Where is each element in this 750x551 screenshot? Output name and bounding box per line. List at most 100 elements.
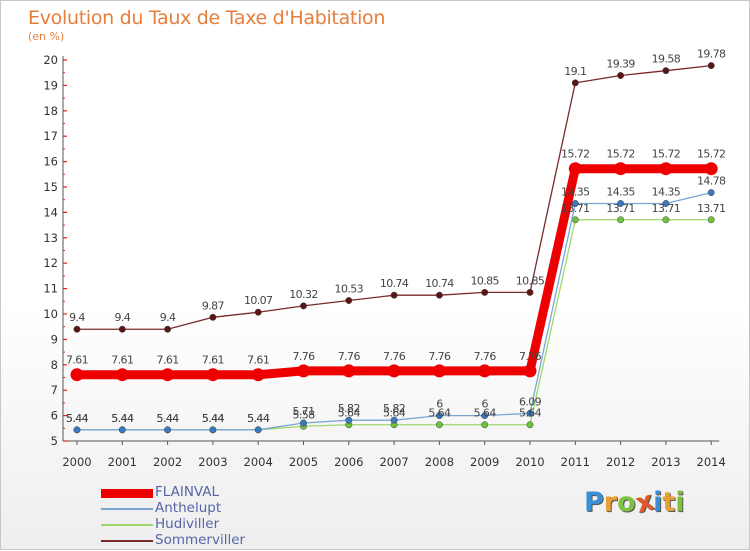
data-point-sommerviller	[390, 291, 398, 299]
data-point-anthelupt	[164, 426, 172, 434]
data-label-sommerviller: 19.39	[606, 57, 635, 70]
x-tick-label: 2002	[153, 455, 182, 469]
data-label-flainval: 7.76	[519, 350, 542, 363]
data-label-sommerviller: 19.1	[564, 65, 586, 78]
data-label-sommerviller: 9.4	[114, 311, 130, 324]
data-point-sommerviller	[481, 288, 489, 296]
legend-item-hudiviller: Hudiviller	[101, 516, 301, 533]
data-label-flainval: 7.61	[157, 354, 179, 367]
legend-swatch	[101, 524, 153, 526]
data-label-anthelupt: 5.44	[247, 412, 270, 425]
legend-label: Sommerviller	[155, 532, 246, 548]
data-label-flainval: 7.61	[111, 354, 133, 367]
data-point-anthelupt	[617, 200, 625, 207]
legend-item-flainval: FLAINVAL	[101, 484, 301, 501]
x-tick-label: 2008	[425, 455, 454, 469]
y-tick-label: 10	[43, 307, 58, 321]
legend-item-anthelupt: Anthelupt	[101, 500, 301, 517]
legend-item-sommerviller: Sommerviller	[101, 532, 301, 549]
chart-title: Evolution du Taux de Taxe d'Habitation	[28, 7, 386, 29]
data-label-hudiviller: 5.64	[519, 407, 542, 420]
data-label-flainval: 7.61	[202, 354, 224, 367]
data-label-anthelupt: 5.82	[383, 402, 405, 415]
data-point-anthelupt	[73, 426, 81, 434]
data-point-anthelupt	[254, 426, 262, 434]
data-label-hudiviller: 5.64	[428, 407, 451, 420]
data-point-flainval	[568, 162, 582, 176]
data-point-sommerviller	[617, 72, 625, 79]
data-point-flainval	[115, 368, 129, 382]
data-point-sommerviller	[571, 79, 579, 87]
y-tick-label: 12	[43, 256, 58, 270]
x-tick-label: 2005	[289, 455, 318, 469]
data-label-flainval: 7.76	[383, 350, 406, 363]
data-label-sommerviller: 9.87	[202, 299, 225, 312]
proxiti-logo: Proxiti	[584, 485, 685, 519]
data-point-hudiviller	[707, 216, 715, 224]
x-tick-label: 2010	[515, 455, 544, 469]
data-label-sommerviller: 9.4	[69, 311, 85, 324]
y-tick-label: 17	[43, 129, 58, 143]
data-label-sommerviller: 10.53	[335, 283, 364, 296]
logo-letter: P	[584, 487, 604, 518]
y-tick-label: 19	[43, 78, 58, 92]
data-label-flainval: 15.72	[652, 148, 681, 161]
data-label-flainval: 15.72	[697, 148, 726, 161]
data-label-flainval: 7.76	[474, 350, 497, 363]
chart-subtitle: (en %)	[28, 30, 65, 43]
x-tick-label: 2011	[561, 455, 590, 469]
y-tick-label: 18	[43, 104, 58, 118]
logo-letter: o	[617, 487, 636, 518]
x-tick-label: 2006	[334, 455, 363, 469]
data-label-hudiviller: 5.44	[66, 412, 89, 425]
data-point-flainval	[432, 364, 446, 378]
data-label-anthelupt: 5.44	[111, 412, 134, 425]
data-label-flainval: 7.76	[292, 350, 315, 363]
data-point-flainval	[659, 162, 673, 176]
data-label-anthelupt: 14.35	[652, 186, 681, 199]
data-point-anthelupt	[345, 416, 353, 424]
data-label-anthelupt: 5.82	[338, 402, 360, 415]
data-point-sommerviller	[707, 62, 715, 70]
data-label-sommerviller: 19.58	[652, 53, 681, 66]
data-label-flainval: 15.72	[606, 148, 635, 161]
data-label-anthelupt: 5.44	[157, 412, 180, 425]
series-line-hudiviller	[76, 219, 712, 431]
data-point-sommerviller	[300, 302, 307, 310]
y-tick-label: 15	[43, 180, 58, 194]
data-label-flainval: 7.76	[428, 350, 451, 363]
y-tick-label: 7	[51, 383, 58, 397]
data-label-hudiviller: 5.44	[111, 412, 134, 425]
x-tick-label: 2014	[697, 455, 726, 469]
data-label-anthelupt: 5.44	[66, 412, 89, 425]
legend-label: FLAINVAL	[155, 484, 220, 500]
data-label-sommerviller: 10.74	[380, 277, 409, 290]
data-point-anthelupt	[390, 416, 398, 424]
legend-swatch	[101, 508, 153, 510]
data-point-sommerviller	[118, 325, 126, 333]
data-label-flainval: 7.76	[338, 350, 361, 363]
data-label-hudiviller: 13.71	[561, 202, 590, 215]
data-point-sommerviller	[164, 325, 172, 333]
logo-letter: r	[603, 487, 618, 518]
y-tick-label: 16	[43, 155, 58, 169]
data-label-anthelupt: 5.71	[292, 405, 314, 418]
data-point-sommerviller	[526, 288, 534, 296]
data-point-sommerviller	[209, 313, 217, 321]
data-point-hudiviller	[571, 216, 579, 224]
data-label-hudiviller: 5.44	[157, 412, 180, 425]
data-label-anthelupt: 14.35	[606, 186, 635, 199]
data-label-hudiviller: 13.71	[652, 202, 681, 215]
y-tick-label: 13	[43, 231, 58, 245]
data-point-anthelupt	[300, 419, 307, 427]
x-tick-label: 2001	[108, 455, 137, 469]
data-point-flainval	[342, 364, 356, 378]
data-point-sommerviller	[435, 291, 443, 299]
logo-letter: i	[653, 487, 663, 518]
x-tick-label: 2012	[606, 455, 635, 469]
data-point-anthelupt	[209, 426, 217, 434]
series-line-flainval	[72, 164, 716, 380]
data-label-flainval: 7.61	[66, 354, 88, 367]
